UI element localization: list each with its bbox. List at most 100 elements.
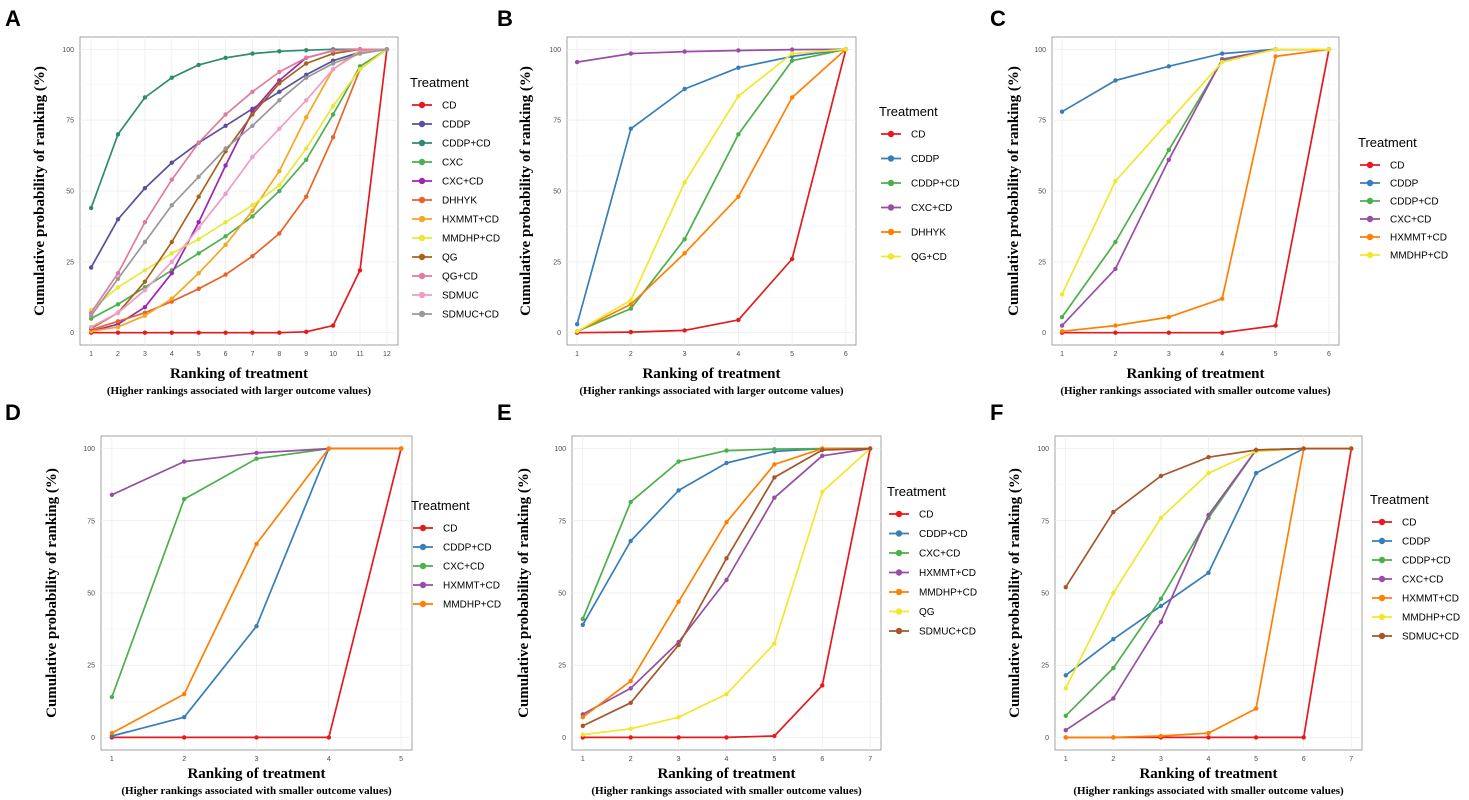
data-point — [789, 256, 795, 262]
x-tick-label: 4 — [1207, 756, 1211, 763]
legend-swatch-point — [895, 569, 903, 576]
y-tick-label: 100 — [62, 47, 74, 54]
data-point — [736, 132, 741, 137]
y-axis-title: Cumulative probability of ranking (%) — [1007, 468, 1023, 718]
legend-swatch-point — [419, 562, 427, 570]
legend-label: CXC+CD — [442, 177, 483, 188]
data-point — [1206, 730, 1211, 736]
legend-title: Treatment — [887, 484, 946, 499]
y-axis-title: Cumulative probability of ranking (%) — [516, 468, 532, 718]
data-point — [330, 48, 336, 53]
chart-panel-f: F 1 2 3 4 5 6 7 0 25 50 75 100 Cumulative probability… — [990, 400, 1460, 797]
data-point — [574, 329, 580, 334]
legend: Treatment CD CDDP+CD CXC+CD HXMMT+CD MMDHP+CD… — [887, 484, 977, 638]
data-point — [1158, 619, 1164, 625]
data-point — [223, 234, 228, 239]
data-point — [142, 330, 148, 335]
data-point — [223, 146, 228, 151]
data-point — [169, 259, 174, 265]
data-point — [304, 157, 309, 163]
data-point — [88, 265, 94, 270]
data-point — [109, 694, 115, 700]
data-point — [277, 89, 282, 95]
legend-label: CDDP — [911, 154, 940, 165]
data-point — [277, 188, 282, 194]
x-tick-label: 2 — [116, 351, 120, 358]
legend-label: CD — [1390, 161, 1404, 172]
y-tick-label: 0 — [557, 330, 561, 337]
data-point — [196, 194, 201, 199]
data-point — [1111, 696, 1116, 701]
data-point — [867, 446, 873, 451]
data-point — [1273, 54, 1278, 59]
data-point — [250, 154, 255, 160]
y-tick-label: 75 — [553, 118, 561, 125]
y-tick-label: 25 — [553, 259, 561, 266]
data-point — [1113, 330, 1118, 335]
x-tick-label: 3 — [255, 756, 259, 763]
data-point — [1059, 314, 1065, 320]
data-point — [142, 219, 148, 225]
data-point — [304, 115, 309, 120]
data-point — [250, 202, 255, 208]
data-point — [142, 287, 148, 293]
data-point — [142, 185, 148, 191]
panel-letter: E — [497, 400, 512, 425]
x-tick-label: 5 — [1254, 756, 1258, 763]
data-point — [724, 735, 729, 740]
x-tick-label: 6 — [1302, 756, 1306, 763]
legend-label: CXC+CD — [911, 203, 952, 214]
data-point — [223, 242, 228, 248]
legend-label: CDDP+CD — [919, 529, 968, 540]
data-point — [181, 496, 187, 502]
data-point — [1059, 109, 1065, 114]
data-point — [277, 49, 282, 54]
y-tick-label: 0 — [70, 330, 74, 337]
legend-swatch-point — [887, 179, 895, 187]
y-axis-title: Cumulative probability of ranking (%) — [32, 66, 48, 316]
legend-title: Treatment — [410, 75, 469, 90]
data-point — [115, 310, 121, 316]
data-point — [1111, 509, 1116, 515]
x-axis-subtitle: (Higher rankings associated with smaller… — [1060, 385, 1331, 397]
data-point — [628, 726, 633, 731]
x-tick-label: 7 — [250, 351, 254, 358]
y-tick-label: 100 — [549, 47, 561, 54]
data-point — [223, 112, 228, 117]
data-point — [384, 47, 390, 52]
panel-letter: F — [990, 400, 1003, 425]
data-point — [1113, 78, 1118, 83]
data-point — [330, 61, 336, 66]
data-point — [277, 81, 282, 86]
data-point — [1111, 735, 1116, 740]
legend-label: MMDHP+CD — [442, 234, 500, 245]
series-line-cddp — [90, 48, 387, 268]
legend-label: CD — [1402, 518, 1416, 529]
data-point — [1158, 473, 1164, 479]
legend-title: Treatment — [879, 104, 938, 119]
legend-label: CDDP+CD — [442, 139, 491, 150]
data-point — [277, 231, 282, 236]
data-point — [1206, 570, 1211, 575]
data-point — [1301, 735, 1306, 740]
data-point — [1113, 266, 1118, 272]
x-axis-subtitle: (Higher rankings associated with larger … — [107, 385, 372, 397]
x-tick-label: 5 — [1274, 351, 1278, 358]
legend-swatch-point — [418, 310, 426, 318]
legend-label: CD — [443, 524, 457, 535]
x-tick-label: 2 — [1113, 351, 1117, 358]
data-point — [250, 123, 255, 129]
data-point — [724, 520, 729, 525]
legend-title: Treatment — [1370, 492, 1429, 507]
data-point — [1219, 51, 1225, 56]
data-point — [682, 49, 687, 54]
series-line-cd — [577, 49, 847, 334]
series-line-sdmuc-plus-cd — [90, 48, 388, 317]
data-point — [196, 174, 201, 180]
data-point — [1059, 292, 1065, 297]
data-point — [789, 58, 795, 63]
data-point — [1158, 733, 1164, 739]
x-tick-label: 2 — [182, 756, 186, 763]
data-point — [304, 194, 309, 199]
data-point — [724, 556, 729, 561]
